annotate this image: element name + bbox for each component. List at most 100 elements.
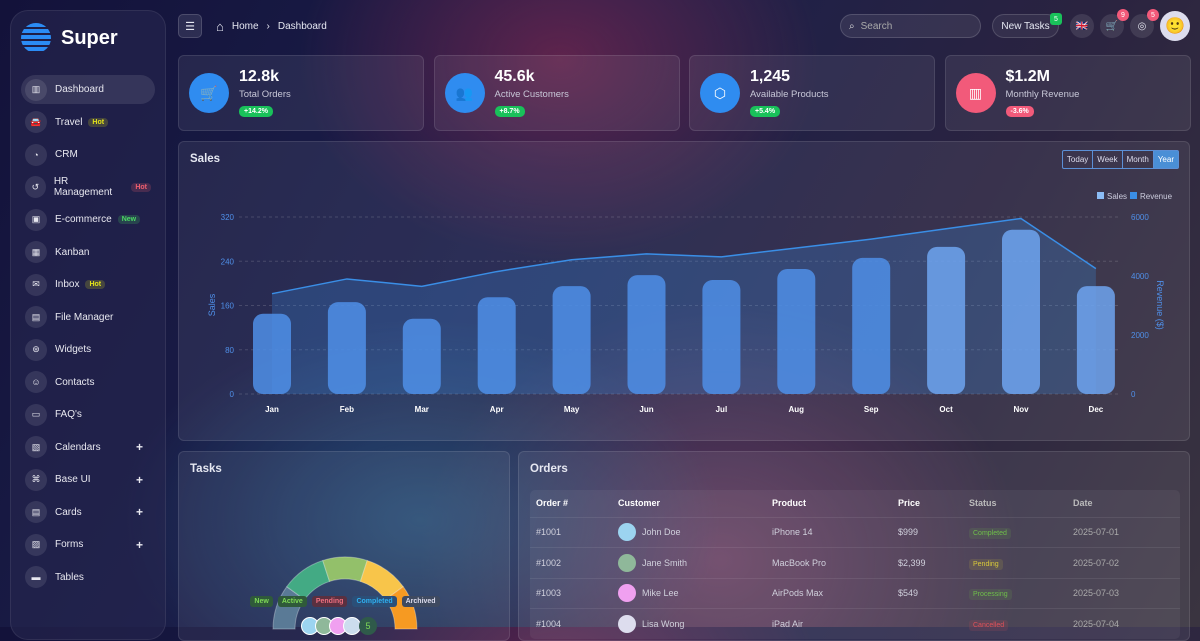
column-header[interactable]: Product xyxy=(772,498,807,509)
stat-value: 45.6k xyxy=(494,68,535,85)
sales-bar[interactable] xyxy=(1076,286,1115,394)
legend-revenue[interactable]: Revenue xyxy=(1140,192,1173,201)
expand-icon[interactable]: + xyxy=(135,537,143,552)
sales-bar[interactable] xyxy=(402,318,441,394)
tasks-legend-archived[interactable]: Archived xyxy=(401,596,440,607)
tasks-legend-new[interactable]: New xyxy=(250,596,273,607)
sidebar-item-travel[interactable]: 🚘 Travel Hot xyxy=(21,108,155,137)
tasks-legend-active[interactable]: Active xyxy=(277,596,307,607)
cart-button[interactable]: 🛒 9 xyxy=(1100,9,1129,38)
new-tasks-button[interactable]: New Tasks 5 xyxy=(992,13,1062,38)
table-row[interactable]: #1004 Lisa Wong iPad Air Cancelled 2025-… xyxy=(530,608,1180,639)
card-icon: ▤ xyxy=(25,501,47,523)
sidebar-badge: Hot xyxy=(88,117,109,127)
sidebar-nav: ▥ Dashboard 🚘 Travel Hot ◔ CRM ↺ HR Management Ho… xyxy=(11,75,165,592)
sidebar-item-label: HR Management xyxy=(53,176,113,198)
orders-card: Orders Order # Customer Product Price Status… xyxy=(518,451,1190,641)
home-icon[interactable]: ⌂ xyxy=(216,18,224,34)
contact-icon: ☺ xyxy=(25,371,47,393)
sidebar-item-hr-management[interactable]: ↺ HR Management Hot xyxy=(21,173,155,202)
order-id: #1003 xyxy=(530,577,612,609)
sidebar-item-label: FAQ's xyxy=(55,409,82,420)
sidebar-item-e-commerce[interactable]: ▣ E-commerce New xyxy=(21,205,155,234)
sidebar-item-faq-s[interactable]: ▭ FAQ's xyxy=(21,400,155,429)
x-tick-label: Aug xyxy=(789,405,805,414)
date: 2025-07-04 xyxy=(1067,608,1180,639)
sidebar-toggle-button[interactable]: ☰ xyxy=(178,14,202,38)
expand-icon[interactable]: + xyxy=(135,505,143,519)
sales-card: Sales Today Week Month Year 0 80 160 240 320 0 20… xyxy=(178,141,1190,441)
table-row[interactable]: #1003 Mike Lee AirPods Max $549 Processi… xyxy=(530,577,1180,609)
legend-sales[interactable]: Sales xyxy=(1107,192,1127,201)
sales-bar[interactable] xyxy=(1002,229,1040,394)
range-month[interactable]: Month xyxy=(1123,151,1154,168)
user-avatar[interactable]: 🙂 xyxy=(1160,11,1190,41)
sales-bar[interactable] xyxy=(552,286,591,394)
sidebar-item-calendars[interactable]: ▧ Calendars + xyxy=(21,433,155,462)
sidebar-item-dashboard[interactable]: ▥ Dashboard xyxy=(21,75,155,104)
stat-card: 👥 45.6k Active Customers +8.7% xyxy=(433,55,680,131)
range-week[interactable]: Week xyxy=(1093,151,1123,168)
status-badge: Processing xyxy=(969,589,1012,601)
sales-bar[interactable] xyxy=(777,268,816,394)
tasks-legend-completed[interactable]: Completed xyxy=(352,596,397,607)
box-icon: ⬡ xyxy=(700,73,740,113)
form-icon: ▨ xyxy=(25,533,47,556)
y-tick-label: 320 xyxy=(221,213,235,222)
sidebar-item-label: E-commerce xyxy=(55,214,112,225)
bar-chart-icon: ▥ xyxy=(25,78,47,101)
sales-bar[interactable] xyxy=(327,302,366,394)
sales-bar[interactable] xyxy=(852,257,891,394)
column-header[interactable]: Order # xyxy=(536,498,569,509)
x-tick-label: Feb xyxy=(340,405,354,414)
customer-avatar xyxy=(618,584,636,603)
expand-icon[interactable]: + xyxy=(135,472,143,487)
stat-label: Monthly Revenue xyxy=(1005,89,1080,100)
column-header[interactable]: Customer xyxy=(618,498,661,509)
sidebar-item-base-ui[interactable]: ⌘ Base UI + xyxy=(21,465,155,494)
breadcrumb-home[interactable]: Home xyxy=(231,20,259,32)
x-tick-label: Dec xyxy=(1089,405,1104,414)
language-flag-icon[interactable]: 🇬🇧 xyxy=(1070,14,1094,38)
logo[interactable]: Super xyxy=(11,11,165,65)
product: iPhone 14 xyxy=(766,516,892,548)
x-tick-label: Mar xyxy=(415,405,429,414)
search-input[interactable]: ⌕ Search xyxy=(840,14,981,38)
command-icon: ⌘ xyxy=(25,468,47,491)
sidebar-item-contacts[interactable]: ☺ Contacts xyxy=(21,368,155,397)
sidebar-item-widgets[interactable]: ⊛ Widgets xyxy=(21,335,155,364)
sidebar-item-crm[interactable]: ◔ CRM xyxy=(21,140,155,169)
column-header[interactable]: Price xyxy=(898,498,921,509)
table-row[interactable]: #1002 Jane Smith MacBook Pro $2,399 Pend… xyxy=(530,547,1180,578)
sales-bar[interactable] xyxy=(702,280,741,394)
notifications-count: 5 xyxy=(1147,9,1159,21)
globe-icon: ◎ xyxy=(1137,20,1147,32)
column-header[interactable]: Date xyxy=(1073,498,1093,509)
revenue-area xyxy=(272,218,1096,394)
sidebar-item-forms[interactable]: ▨ Forms + xyxy=(21,530,155,559)
tasks-gauge xyxy=(272,556,418,630)
sales-bar[interactable] xyxy=(927,246,966,394)
gauge-segment[interactable] xyxy=(322,556,368,583)
sales-bar[interactable] xyxy=(477,297,516,394)
sidebar-item-file-manager[interactable]: ▤ File Manager xyxy=(21,303,155,332)
sidebar-item-kanban[interactable]: ▦ Kanban xyxy=(21,238,155,267)
orders-title: Orders xyxy=(530,463,568,475)
tasks-legend-pending[interactable]: Pending xyxy=(311,596,348,607)
column-header[interactable]: Status xyxy=(969,498,997,509)
more-avatars-count[interactable]: 5 xyxy=(359,617,377,635)
pie-chart-icon: ◔ xyxy=(25,143,47,166)
sidebar-item-tables[interactable]: ▬ Tables xyxy=(21,563,155,592)
sidebar-item-cards[interactable]: ▤ Cards + xyxy=(21,498,155,527)
range-year[interactable]: Year xyxy=(1153,151,1178,168)
notifications-button[interactable]: ◎ 5 xyxy=(1130,9,1159,38)
sales-bar[interactable] xyxy=(253,313,291,394)
range-today[interactable]: Today xyxy=(1063,151,1094,168)
table-row[interactable]: #1001 John Doe iPhone 14 $999 Completed … xyxy=(530,516,1180,548)
search-icon: ⌕ xyxy=(849,20,855,32)
sales-bar[interactable] xyxy=(627,275,666,394)
mail-icon: ✉ xyxy=(25,273,47,296)
price: $999 xyxy=(892,516,963,548)
sidebar-item-inbox[interactable]: ✉ Inbox Hot xyxy=(21,270,155,299)
expand-icon[interactable]: + xyxy=(135,440,143,454)
